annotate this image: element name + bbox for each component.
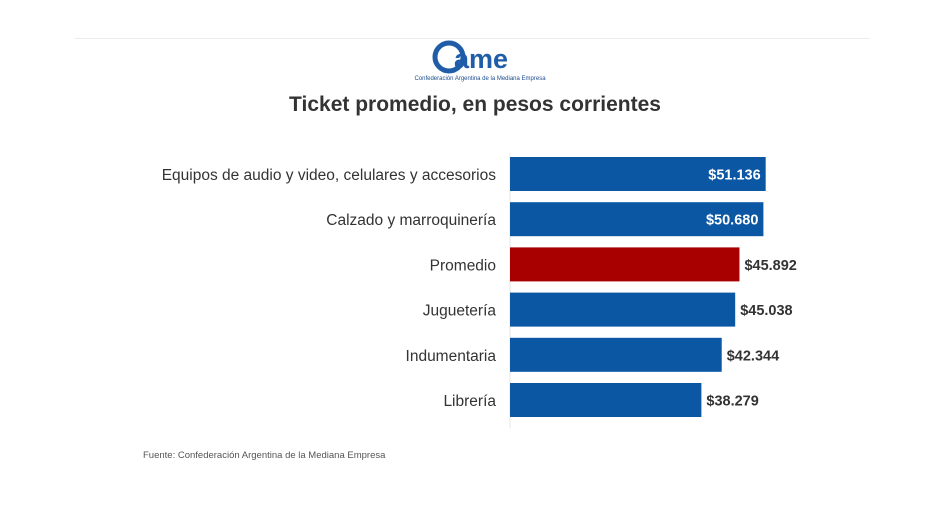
value-label: $51.136 [708, 168, 760, 184]
category-label: Librería [443, 393, 496, 410]
came-logo: ame Confederación Argentina de la Median… [400, 38, 560, 90]
source-note: Fuente: Confederación Argentina de la Me… [143, 450, 386, 461]
came-logo-mark: ame [432, 40, 508, 74]
bar [510, 383, 702, 417]
category-label: Juguetería [423, 303, 497, 320]
bar [510, 202, 764, 237]
value-label: $42.344 [727, 348, 779, 364]
value-label: $38.279 [706, 394, 758, 410]
top-divider [75, 38, 870, 39]
category-label: Equipos de audio y video, celulares y ac… [162, 167, 497, 184]
category-label: Indumentaria [406, 348, 497, 365]
value-label: $45.038 [740, 303, 792, 319]
bar [510, 292, 736, 327]
category-label: Calzado y marroquinería [326, 212, 496, 229]
category-label: Promedio [430, 257, 496, 274]
logo-word: ame [454, 44, 508, 74]
chart-title: Ticket promedio, en pesos corrientes [289, 93, 661, 116]
value-label: $45.892 [744, 258, 796, 274]
bar [510, 247, 740, 282]
value-label: $50.680 [706, 213, 758, 229]
bar [510, 337, 722, 372]
logo-subtitle: Confederación Argentina de la Mediana Em… [414, 76, 546, 82]
bar [510, 157, 766, 191]
